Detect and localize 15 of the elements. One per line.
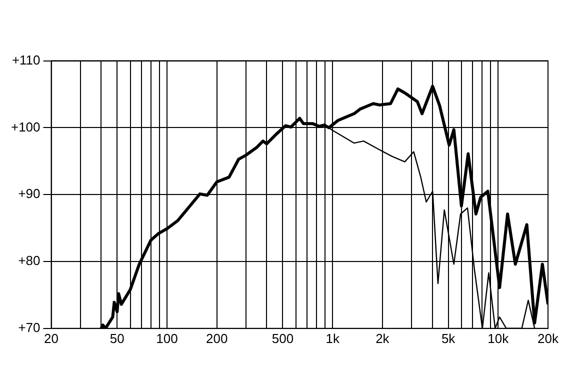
x-tick-label: 20 xyxy=(44,330,59,346)
y-tick-label: +80 xyxy=(18,253,40,268)
x-tick-label: 20k xyxy=(538,330,559,346)
x-tick-label: 5k xyxy=(441,330,456,346)
x-tick-label: 200 xyxy=(206,330,228,346)
x-tick-label: 10k xyxy=(488,330,510,346)
y-tick-label: +110 xyxy=(12,52,40,68)
x-tick-label: 50 xyxy=(110,330,124,346)
y-tick-label: +90 xyxy=(18,186,40,202)
x-tick-label: 100 xyxy=(156,330,178,346)
y-tick-label: +70 xyxy=(18,320,40,335)
y-tick-label: +100 xyxy=(10,119,40,134)
x-tick-label: 500 xyxy=(272,330,294,346)
x-tick-label: 1k xyxy=(326,330,340,346)
x-tick-label: 2k xyxy=(376,330,390,346)
